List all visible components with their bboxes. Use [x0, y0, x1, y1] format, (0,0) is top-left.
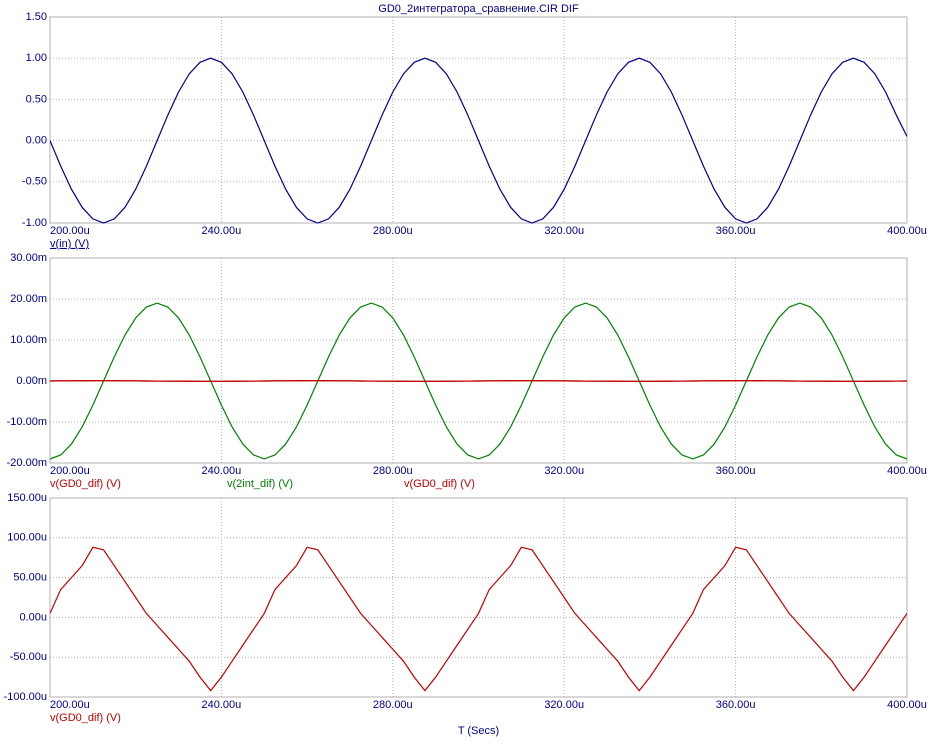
x-tick-label: 280.00u: [373, 465, 413, 477]
plot-frame: [49, 16, 908, 224]
y-tick-label: 0.00m: [16, 375, 47, 387]
x-tick-label: 240.00u: [202, 465, 242, 477]
chart-title: GD0_2интегратора_сравнение.CIR DIF: [378, 3, 579, 15]
x-tick-label: 280.00u: [373, 225, 413, 237]
legend-label: v(GD0_dif) (V): [404, 478, 475, 490]
x-tick-label: 240.00u: [202, 699, 242, 711]
y-tick-label: -50.00u: [10, 651, 47, 663]
y-tick-label: 30.00m: [10, 252, 47, 264]
x-tick-label: 400.00u: [887, 225, 927, 237]
legend-label: v(2int_dif) (V): [227, 478, 293, 490]
y-tick-label: 50.00u: [13, 572, 47, 584]
series-line: [50, 380, 907, 382]
x-tick-label: 320.00u: [544, 465, 584, 477]
series-line: [50, 302, 907, 460]
x-tick-label: 320.00u: [544, 225, 584, 237]
series-line: [50, 546, 907, 692]
x-tick-label: 200.00u: [50, 225, 90, 237]
y-tick-label: -20.00m: [7, 457, 47, 469]
series-line: [50, 57, 907, 224]
y-tick-label: 10.00m: [10, 334, 47, 346]
y-tick-label: 100.00u: [7, 532, 47, 544]
x-tick-label: 200.00u: [50, 699, 90, 711]
x-tick-label: 400.00u: [887, 465, 927, 477]
y-tick-label: -100.00u: [4, 691, 47, 703]
y-tick-label: 1.50: [26, 11, 47, 23]
x-tick-label: 360.00u: [716, 225, 756, 237]
x-tick-label: 320.00u: [544, 699, 584, 711]
legend-label: v(GD0_dif) (V): [50, 712, 121, 724]
plot-frame: [49, 257, 908, 464]
x-tick-label: 280.00u: [373, 699, 413, 711]
legend-label: v(in) (V): [50, 238, 89, 250]
y-tick-label: -10.00m: [7, 416, 47, 428]
y-tick-label: 0.00u: [19, 611, 47, 623]
legend-label: v(GD0_dif) (V): [50, 478, 121, 490]
y-tick-label: 1.00: [26, 52, 47, 64]
x-tick-label: 200.00u: [50, 465, 90, 477]
x-tick-label: 360.00u: [716, 699, 756, 711]
y-tick-label: 150.00u: [7, 492, 47, 504]
x-tick-label: 240.00u: [202, 225, 242, 237]
x-tick-label: 400.00u: [887, 699, 927, 711]
x-tick-label: 360.00u: [716, 465, 756, 477]
y-tick-label: 0.50: [26, 93, 47, 105]
y-tick-label: -1.00: [22, 217, 47, 229]
y-tick-label: 20.00m: [10, 293, 47, 305]
x-axis-label: T (Secs): [458, 725, 499, 737]
y-tick-label: -0.50: [22, 176, 47, 188]
y-tick-label: 0.00: [26, 135, 47, 147]
